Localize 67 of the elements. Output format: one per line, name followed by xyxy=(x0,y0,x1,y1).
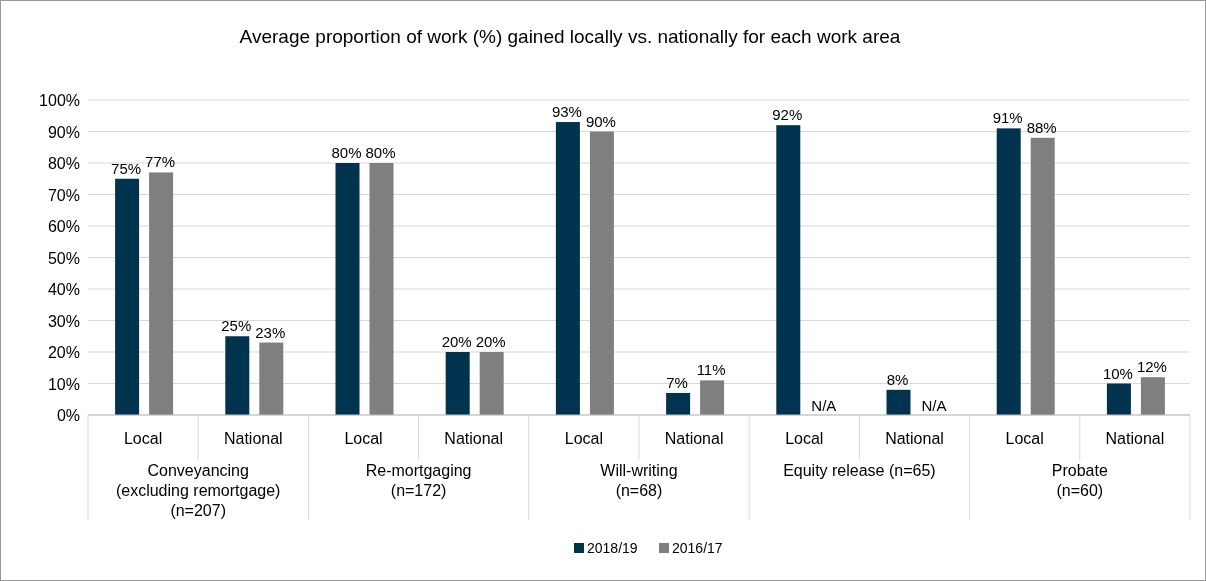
x-tick-label: National xyxy=(444,430,504,447)
x-tick-label: Local xyxy=(564,430,604,447)
data-label: 80% xyxy=(365,144,396,161)
legend-label: 2018/19 xyxy=(587,540,638,556)
x-tick-label: National xyxy=(223,430,283,447)
bar xyxy=(555,122,580,415)
text: Re-mortgaging (n=172) xyxy=(365,462,472,499)
x-tick-label: National xyxy=(664,430,724,447)
y-tick-label: 50% xyxy=(47,249,80,267)
data-label: 80% xyxy=(331,144,362,161)
data-label: 8% xyxy=(886,370,909,388)
bar xyxy=(666,392,691,415)
data-label: 12% xyxy=(1136,358,1167,376)
bar xyxy=(700,380,725,415)
bar xyxy=(335,163,360,415)
x-tick-label: National xyxy=(1105,430,1165,447)
y-tick-label: 30% xyxy=(47,312,80,330)
x-tick-label: Local xyxy=(344,430,383,447)
y-tick-label: 20% xyxy=(47,344,80,361)
x-tick-label: Local xyxy=(123,430,163,447)
x-tick-label: Local xyxy=(785,430,824,447)
y-tick-label: 60% xyxy=(47,218,80,235)
y-tick-label: 80% xyxy=(47,155,80,172)
data-label: 75% xyxy=(111,159,142,177)
bar xyxy=(996,128,1021,415)
y-tick-label: 40% xyxy=(47,281,80,298)
text: Equity release (n=65) xyxy=(783,462,936,479)
data-label: 25% xyxy=(221,317,252,335)
bar xyxy=(776,125,801,415)
data-label: 10% xyxy=(1102,364,1133,382)
bar xyxy=(225,336,250,415)
chart-title: Average proportion of work (%) gained locally vs. nationally for each work area xyxy=(239,26,901,47)
y-tick-label: 90% xyxy=(47,123,80,141)
y-tick-label: 10% xyxy=(47,375,80,393)
bar xyxy=(1030,137,1055,415)
data-label: 91% xyxy=(992,109,1023,127)
bar xyxy=(445,352,470,415)
data-label: 90% xyxy=(585,112,616,130)
y-tick-label: 70% xyxy=(47,186,80,204)
bar xyxy=(369,163,394,415)
x-tick-label: National xyxy=(885,430,944,447)
text: Probate (n=60) xyxy=(1051,462,1108,499)
x-tick-label: Local xyxy=(1005,430,1044,447)
y-tick-label: 0% xyxy=(56,407,80,424)
bar xyxy=(589,131,614,415)
data-label: 23% xyxy=(255,323,286,341)
text: N/A xyxy=(921,397,947,414)
y-tick-label: 100% xyxy=(39,92,80,109)
bar xyxy=(259,342,284,415)
data-label: 88% xyxy=(1026,118,1057,136)
bar xyxy=(115,178,140,415)
bar xyxy=(479,352,504,415)
legend-label: 2016/17 xyxy=(672,540,723,556)
text: Will-writing (n=68) xyxy=(600,462,678,499)
data-label: 77% xyxy=(145,153,176,171)
data-label: 11% xyxy=(696,361,726,379)
text: Conveyancing (excluding remortgage) (n=207) xyxy=(115,462,281,519)
data-label: 92% xyxy=(772,106,803,124)
bar xyxy=(1140,377,1165,415)
data-label: 93% xyxy=(551,103,582,121)
bar xyxy=(886,389,911,415)
data-label: 20% xyxy=(441,333,472,350)
data-label: 7% xyxy=(666,373,688,391)
text: N/A xyxy=(811,397,837,414)
bar xyxy=(1106,383,1131,415)
data-label: 20% xyxy=(475,333,506,350)
bar xyxy=(149,172,174,415)
